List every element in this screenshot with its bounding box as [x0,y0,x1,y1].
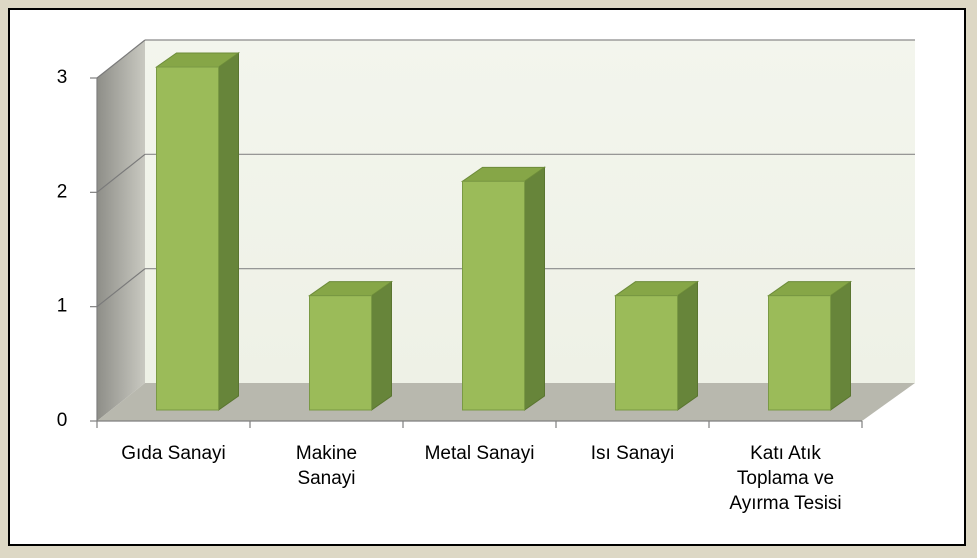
bar [307,280,394,411]
bar-side [218,52,239,411]
x-tick-label: Metal Sanayi [424,443,535,464]
bar-side [371,280,392,411]
bar [154,52,241,411]
y-tick-label: 3 [57,67,68,88]
grid-line-side [96,268,146,308]
bar-side [830,280,851,411]
y-tick-label: 0 [57,410,68,431]
bar-side [677,280,698,411]
side-wall [97,40,145,421]
x-tick-label-box: Makine Sanayi [295,443,358,489]
y-tick-label: 1 [57,296,68,317]
bar [613,280,700,411]
bar-front [615,295,678,411]
bar-front [309,295,372,411]
bar-front [156,66,219,411]
grid-line-side [96,39,146,79]
x-tick-label-box: Katı Atık Toplama ve Ayırma Tesisi [729,443,842,514]
bar-front [768,295,831,411]
grid-line-side [96,153,146,193]
x-tick-label-box: Metal Sanayi [424,443,535,464]
x-tick-label: Katı Atık Toplama ve Ayırma Tesisi [729,443,842,514]
bar [460,166,547,411]
x-tick-label: Isı Sanayi [590,443,675,464]
x-tick-label-box: Isı Sanayi [590,443,675,464]
bar-side [524,166,545,411]
x-tick-label: Makine Sanayi [295,443,358,489]
bar [766,280,853,411]
x-tick-label: Gıda Sanayi [121,443,226,464]
y-tick-label: 2 [57,181,68,202]
bar-front [462,180,525,411]
x-tick-label-box: Gıda Sanayi [121,443,226,464]
